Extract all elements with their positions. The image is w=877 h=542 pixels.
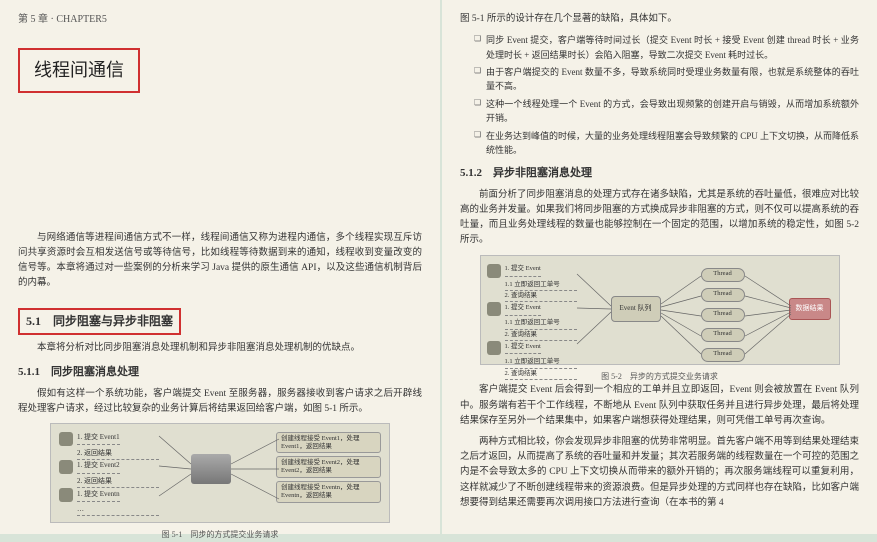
- left-page: 第 5 章 · CHAPTER5 线程间通信 与网络通信等进程间通信方式不一样，…: [0, 0, 440, 534]
- fig2-client-column: 1. 提交 Event1.1 立即返回工单号2. 查询结果1. 提交 Event…: [487, 264, 577, 380]
- fig1-defects-intro: 图 5-1 所示的设计存在几个显著的缺陷，具体如下。: [460, 12, 859, 27]
- fig2-thread-box: Thread: [701, 288, 745, 302]
- fig1-task-box: 创建线程接受 Event1，处理 Event1，返回结果: [276, 432, 381, 454]
- ticket-label: 1.1 立即返回工单号: [505, 318, 577, 329]
- fig2-client-row: 1. 提交 Event 1.1 立即返回工单号2. 查询结果: [487, 341, 577, 380]
- fig1-client-row: 1. 提交 Event1 2. 返回结果: [59, 432, 159, 460]
- chapter-title: 线程间通信: [18, 48, 140, 93]
- figure-5-1-caption: 图 5-1 同步的方式提交业务请求: [18, 529, 422, 542]
- submit-label: 1. 提交 Event: [505, 303, 541, 315]
- submit-label: 1. 提交 Event2: [77, 460, 120, 473]
- query-label: 2. 查询结果: [505, 330, 577, 341]
- fig1-client-row: 1. 提交 Eventn …: [59, 488, 159, 516]
- intro-paragraph: 与网络通信等进程间通信方式不一样，线程间通信又称为进程内通信，多个线程实现互斥访…: [18, 231, 422, 292]
- fig1-tasks-column: 创建线程接受 Event1，处理 Event1，返回结果创建线程接受 Event…: [276, 432, 381, 503]
- fig1-client-row: 1. 提交 Event2 2. 返回结果: [59, 460, 159, 488]
- return-label: 2. 返回结果: [77, 476, 159, 488]
- section-5-1-2-p3: 两种方式相比较，你会发现异步非阻塞的优势非常明显。首先客户端不用等到结果处理结束…: [460, 435, 859, 511]
- return-label: …: [77, 504, 159, 516]
- fig2-thread-box: Thread: [701, 328, 745, 342]
- fig2-thread-box: Thread: [701, 268, 745, 282]
- client-icon: [487, 341, 501, 355]
- submit-label: 1. 提交 Event: [505, 342, 541, 354]
- query-label: 2. 查询结果: [505, 291, 577, 302]
- submit-label: 1. 提交 Eventn: [77, 489, 120, 502]
- fig1-task-box: 创建线程接受 Eventn，处理 Eventn，返回结果: [276, 481, 381, 503]
- fig2-client-row: 1. 提交 Event 1.1 立即返回工单号2. 查询结果: [487, 302, 577, 341]
- section-5-1-2-p2: 客户端提交 Event 后会得到一个相应的工单并且立即返回，Event 则会被放…: [460, 383, 859, 429]
- client-icon: [59, 432, 73, 446]
- figure-5-2: 1. 提交 Event1.1 立即返回工单号2. 查询结果1. 提交 Event…: [480, 255, 840, 365]
- section-5-1-1-title: 5.1.1 同步阻塞消息处理: [18, 364, 422, 382]
- query-label: 2. 查询结果: [505, 369, 577, 380]
- defects-list: 同步 Event 提交，客户端等待时间过长（提交 Event 时长 + 接受 E…: [474, 33, 859, 157]
- client-icon: [59, 488, 73, 502]
- section-5-1-title: 5.1 同步阻塞与异步非阻塞: [18, 308, 181, 335]
- spacer: [18, 111, 422, 231]
- defect-item: 在业务达到峰值的时候，大量的业务处理线程阻塞会导致频繁的 CPU 上下文切换，从…: [474, 129, 859, 158]
- ticket-label: 1.1 立即返回工单号: [505, 357, 577, 368]
- section-5-1-2-p1: 前面分析了同步阻塞消息的处理方式存在诸多缺陷，尤其是系统的吞吐量低，很难应对比较…: [460, 188, 859, 249]
- fig2-result-box: 数据结果: [789, 298, 831, 320]
- chapter-header: 第 5 章 · CHAPTER5: [18, 12, 422, 28]
- submit-label: 1. 提交 Event: [505, 264, 541, 276]
- fig2-thread-box: Thread: [701, 308, 745, 322]
- fig1-client-column: 1. 提交 Event12. 返回结果1. 提交 Event22. 返回结果1.…: [59, 432, 159, 517]
- fig2-event-queue: Event 队列: [611, 296, 661, 322]
- submit-label: 1. 提交 Event1: [77, 432, 120, 445]
- fig1-task-box: 创建线程接受 Event2，处理 Event2，返回结果: [276, 456, 381, 478]
- right-page: 图 5-1 所示的设计存在几个显著的缺陷，具体如下。 同步 Event 提交，客…: [442, 0, 877, 534]
- client-icon: [59, 460, 73, 474]
- section-5-1-1-para: 假如有这样一个系统功能，客户端提交 Event 至服务器，服务器接收到客户请求之…: [18, 387, 422, 417]
- client-icon: [487, 264, 501, 278]
- fig2-threads-column: Thread Thread Thread Thread Thread: [701, 268, 745, 362]
- fig2-client-row: 1. 提交 Event 1.1 立即返回工单号2. 查询结果: [487, 264, 577, 303]
- defect-item: 同步 Event 提交，客户端等待时间过长（提交 Event 时长 + 接受 E…: [474, 33, 859, 62]
- section-5-1-2-title: 5.1.2 异步非阻塞消息处理: [460, 165, 859, 183]
- section-5-1-intro: 本章将分析对比同步阻塞消息处理机制和异步非阻塞消息处理机制的优缺点。: [18, 341, 422, 356]
- client-icon: [487, 302, 501, 316]
- fig1-server-icon: [191, 454, 231, 484]
- fig2-thread-box: Thread: [701, 348, 745, 362]
- defect-item: 由于客户端提交的 Event 数量不多，导致系统同时受理业务数量有限，也就是系统…: [474, 65, 859, 94]
- ticket-label: 1.1 立即返回工单号: [505, 280, 577, 291]
- return-label: 2. 返回结果: [77, 448, 159, 460]
- figure-5-1: 1. 提交 Event12. 返回结果1. 提交 Event22. 返回结果1.…: [50, 423, 390, 523]
- defect-item: 这种一个线程处理一个 Event 的方式，会导致出现频繁的创建开启与销毁，从而增…: [474, 97, 859, 126]
